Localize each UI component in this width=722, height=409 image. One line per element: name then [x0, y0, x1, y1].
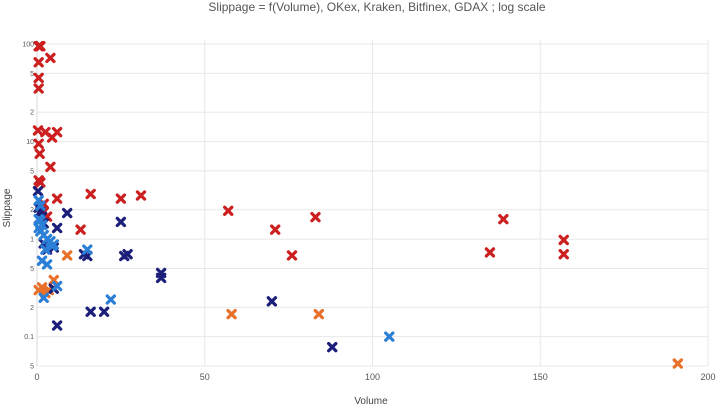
data-point [51, 280, 63, 292]
data-point [270, 224, 281, 235]
data-point [558, 249, 569, 260]
series-okex [32, 41, 569, 261]
axes: 0 50 100 150 200 100 5 2 10 5 2 1 5 2 0.1 5 [22, 42, 715, 382]
y-tick-label: 10 [26, 139, 34, 146]
data-point [484, 247, 496, 258]
data-point [313, 308, 325, 320]
y-tick-label: 2 [30, 305, 34, 312]
x-tick-label: 100 [365, 372, 380, 382]
y-axis-title: Slippage [2, 188, 13, 227]
data-point [34, 148, 45, 159]
data-point [85, 188, 96, 200]
data-point [48, 274, 59, 286]
data-point [384, 331, 395, 342]
data-point [558, 234, 569, 246]
data-point [41, 259, 53, 270]
data-point [105, 294, 117, 305]
y-tick-label: 5 [30, 168, 34, 175]
data-point [51, 222, 63, 234]
data-point [45, 52, 56, 64]
data-point [327, 341, 338, 353]
x-axis-title: Volume [354, 396, 388, 407]
y-tick-label: 5 [30, 71, 34, 78]
data-point [155, 272, 167, 284]
data-point [35, 41, 46, 52]
data-point [226, 308, 237, 320]
data-point [33, 57, 44, 68]
data-point [35, 200, 46, 211]
data-point [75, 224, 86, 235]
data-point [286, 250, 298, 261]
data-point [51, 320, 63, 331]
data-point [135, 190, 147, 201]
series-gdax [33, 195, 395, 342]
y-tick-label: 0.1 [24, 334, 34, 341]
data-point [51, 126, 63, 138]
data-point [98, 306, 110, 317]
x-tick-label: 200 [700, 372, 715, 382]
x-tick-label: 50 [200, 372, 210, 382]
data-points [32, 41, 684, 369]
data-point [40, 244, 51, 255]
data-point [223, 205, 234, 217]
chart-title: Slippage = f(Volume), OKex, Kraken, Bitf… [208, 0, 545, 14]
data-point [32, 185, 44, 197]
y-tick-label: 5 [30, 364, 34, 371]
data-point [33, 72, 44, 84]
data-point [46, 240, 58, 252]
data-point [672, 358, 684, 369]
data-point [36, 282, 48, 293]
data-point [266, 296, 278, 307]
x-tick-label: 150 [533, 372, 548, 382]
data-point [38, 292, 49, 304]
series-kraken [33, 250, 684, 369]
x-tick-label: 0 [34, 372, 39, 382]
data-point [61, 207, 73, 219]
grid [36, 40, 709, 367]
data-point [115, 193, 127, 204]
data-point [61, 250, 73, 261]
data-point [35, 177, 46, 188]
data-point [51, 193, 63, 204]
data-point [85, 306, 96, 317]
data-point [33, 138, 44, 149]
data-point [33, 83, 44, 94]
data-point [310, 211, 321, 223]
data-point [82, 244, 93, 255]
y-tick-label: 1 [30, 237, 34, 244]
data-point [45, 161, 56, 173]
data-point [115, 216, 127, 228]
series-bitfinex [32, 185, 338, 353]
y-tick-label: 2 [30, 207, 34, 214]
y-tick-label: 5 [30, 266, 34, 273]
data-point [119, 250, 130, 262]
y-tick-label: 2 [30, 110, 34, 117]
data-point [498, 213, 509, 225]
y-tick-label: 100 [22, 42, 34, 49]
